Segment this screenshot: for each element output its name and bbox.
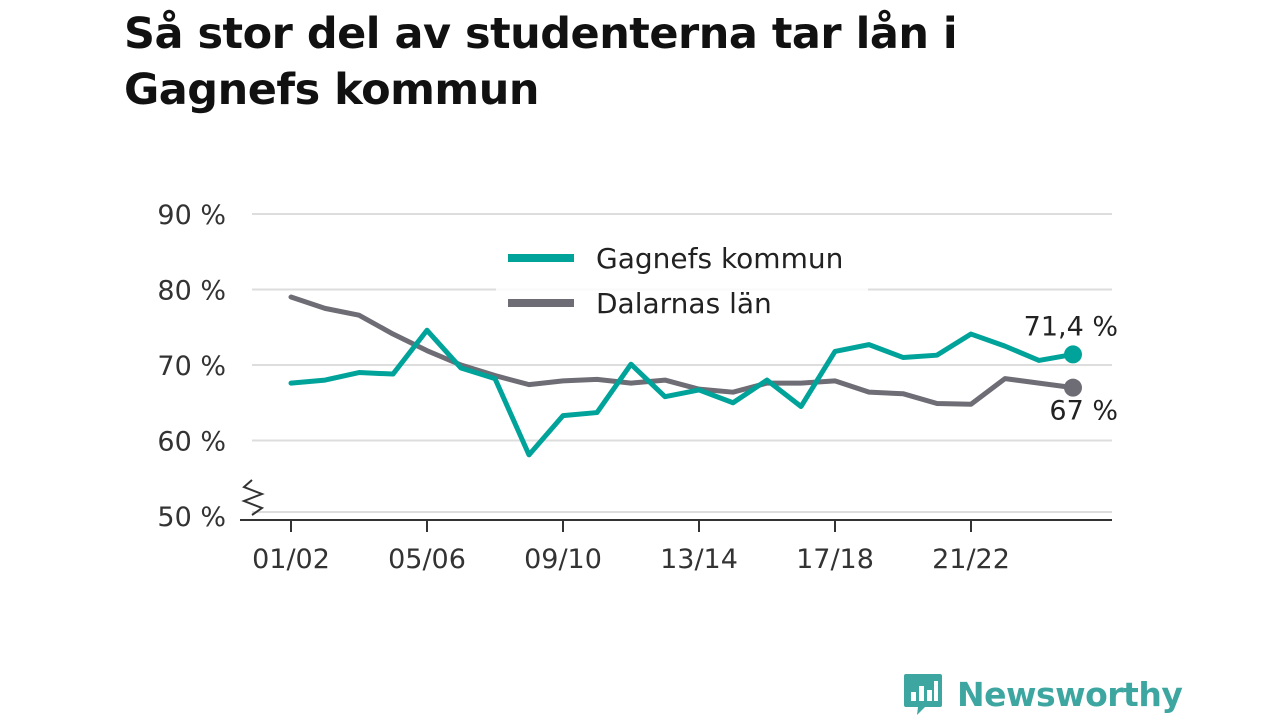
y-tick-label: 90 % (157, 200, 226, 231)
x-axis: 01/02 05/06 09/10 13/14 17/18 21/22 (240, 479, 1112, 575)
x-tick-label: 01/02 (252, 544, 330, 575)
end-value-label: 67 % (1049, 396, 1118, 427)
end-marker (1064, 378, 1082, 397)
series-end-markers: 71,4 % 67 % (1024, 311, 1118, 426)
x-tick-label: 09/10 (524, 544, 602, 575)
series-line (288, 327, 1076, 458)
newsworthy-logo: Newsworthy (903, 670, 1183, 718)
y-tick-label: 80 % (157, 276, 226, 307)
series-lines (288, 294, 1076, 458)
y-tick-label: 60 % (157, 427, 226, 458)
x-tick-label: 13/14 (660, 544, 738, 575)
x-tick-label: 21/22 (932, 544, 1010, 575)
legend-background (496, 236, 868, 336)
y-tick-label: 50 % (157, 502, 226, 533)
series-line (288, 294, 1076, 407)
chart-title: Så stor del av studenterna tar lån i Gag… (124, 9, 958, 115)
y-axis-ticks: 50 % 60 % 70 % 80 % 90 % (157, 200, 226, 533)
x-tick-label: 05/06 (388, 544, 466, 575)
legend-label: Dalarnas län (596, 287, 772, 320)
end-value-label: 71,4 % (1024, 311, 1118, 342)
brand-name: Newsworthy (957, 674, 1183, 714)
legend: Gagnefs kommun Dalarnas län (496, 236, 868, 336)
end-marker (1064, 345, 1082, 364)
legend-label: Gagnefs kommun (596, 242, 843, 275)
bar-chart-speech-icon (904, 674, 942, 715)
y-tick-label: 70 % (157, 351, 226, 382)
x-tick-label: 17/18 (796, 544, 874, 575)
axis-break-mark (241, 479, 265, 516)
